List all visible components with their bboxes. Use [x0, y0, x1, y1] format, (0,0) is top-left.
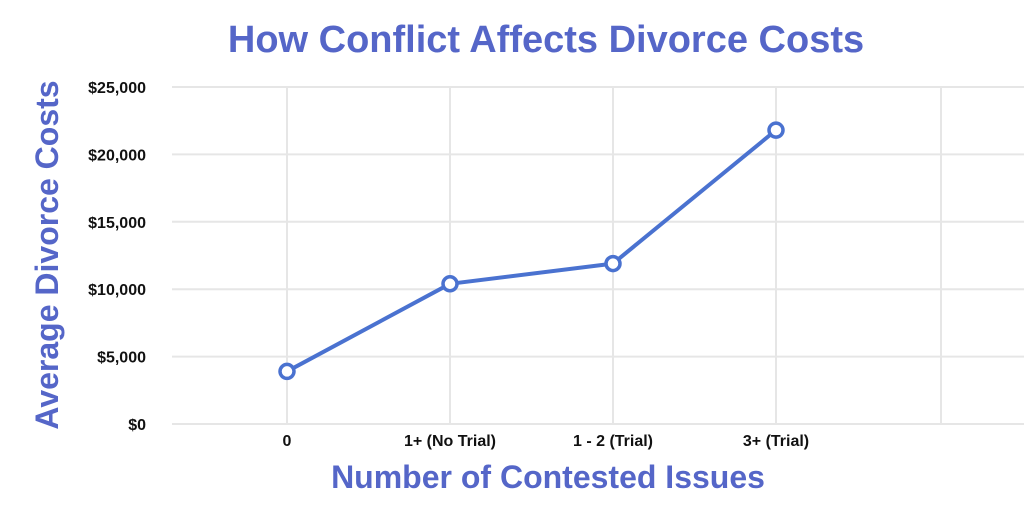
data-point — [278, 362, 296, 381]
y-tick-label: $20,000 — [88, 147, 146, 164]
series-line — [285, 128, 778, 374]
y-tick-label: $5,000 — [97, 350, 146, 367]
y-tick-label: $10,000 — [88, 282, 146, 299]
data-point — [767, 121, 785, 139]
x-axis-ticks: 0 1+ (No Trial) 1 - 2 (Trial) 3+ (Trial) — [283, 433, 810, 450]
y-tick-label: $0 — [128, 417, 146, 434]
data-point — [441, 275, 459, 293]
y-tick-label: $25,000 — [88, 80, 146, 97]
data-point — [604, 254, 622, 273]
x-axis-title: Number of Contested Issues — [331, 459, 765, 495]
y-axis-title: Average Divorce Costs — [29, 80, 65, 429]
x-tick-label: 1+ (No Trial) — [404, 433, 496, 450]
x-tick-label: 3+ (Trial) — [743, 433, 809, 450]
x-tick-label: 1 - 2 (Trial) — [573, 433, 653, 450]
x-tick-label: 0 — [283, 433, 292, 450]
gridlines — [172, 86, 1024, 425]
chart-title: How Conflict Affects Divorce Costs — [228, 19, 864, 61]
y-tick-label: $15,000 — [88, 215, 146, 232]
series-layer — [278, 121, 785, 381]
y-axis-ticks: $0 $5,000 $10,000 $15,000 $20,000 $25,000 — [88, 80, 146, 434]
